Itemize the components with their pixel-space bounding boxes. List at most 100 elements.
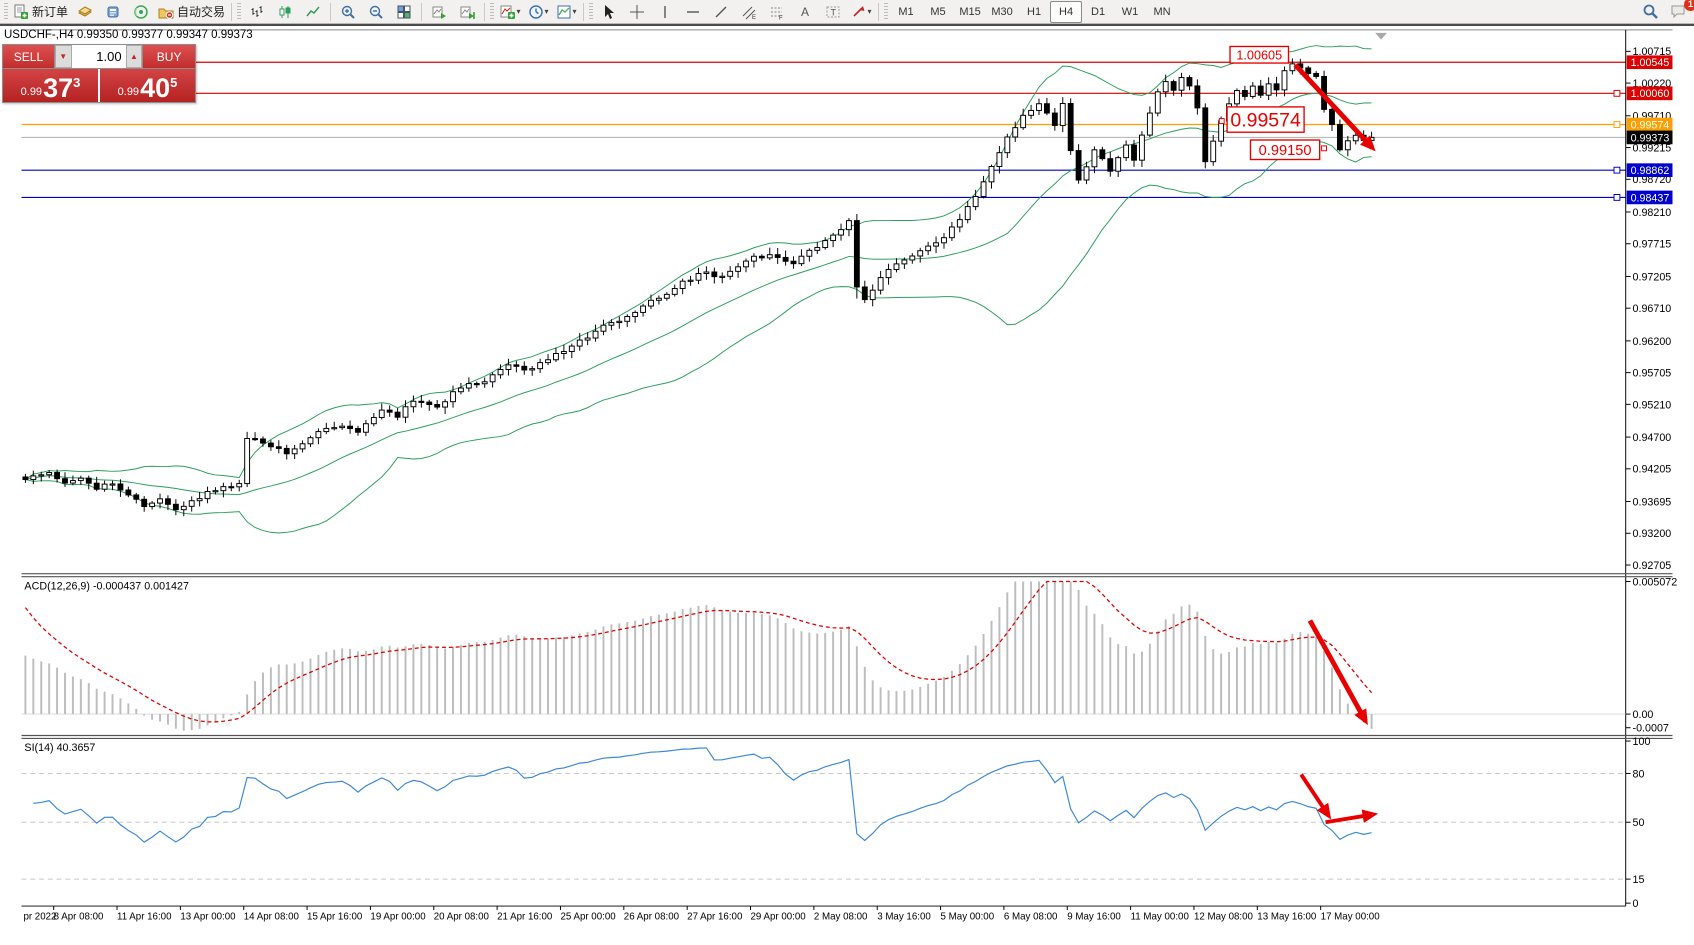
volume-input[interactable] xyxy=(71,45,126,68)
trendline-button[interactable] xyxy=(707,1,735,23)
arrows-icon xyxy=(852,5,865,17)
price-badge-label: 0.99574 xyxy=(1631,119,1670,131)
tab-timeframe-h1[interactable]: H1 xyxy=(1027,5,1042,18)
tab-timeframe-m15[interactable]: M15 xyxy=(959,5,981,18)
arrows-button[interactable]: ▾ xyxy=(847,1,875,23)
x-axis-label: 14 Apr 08:00 xyxy=(244,912,300,923)
market-watch-button[interactable] xyxy=(71,1,99,23)
bar-chart-button[interactable] xyxy=(243,1,271,23)
price-label-annotation-text: 0.99150 xyxy=(1259,143,1312,159)
price-badge xyxy=(1626,163,1673,177)
sell-button[interactable]: SELL xyxy=(3,45,55,68)
trendline-icon xyxy=(715,6,727,17)
chat-bubble-icon xyxy=(1671,5,1684,19)
volume-decrease-button[interactable]: ▼ xyxy=(54,45,72,68)
new-order-button[interactable]: 新订单 xyxy=(10,1,71,23)
horizontal-line-button[interactable] xyxy=(679,1,707,23)
y-axis-label: 1.00715 xyxy=(1633,46,1672,58)
x-axis-label: 9 May 16:00 xyxy=(1067,912,1121,923)
y-axis-label: 0.96200 xyxy=(1633,336,1672,348)
chart-canvas[interactable]: 1.007151.002200.997100.992150.987200.982… xyxy=(0,26,1694,945)
x-axis-label: 13 May 16:00 xyxy=(1257,912,1317,923)
search-button[interactable] xyxy=(1636,1,1664,23)
y-axis-label: 0.97715 xyxy=(1633,239,1672,251)
y-axis-label: 0.95210 xyxy=(1633,399,1672,411)
volume-increase-button[interactable]: ▲ xyxy=(125,45,143,68)
chart-shift-button[interactable] xyxy=(453,1,481,23)
data-window-icon xyxy=(107,6,119,17)
chart-window: USDCHF-,H4 0.99350 0.99377 0.99347 0.993… xyxy=(0,24,1694,945)
x-axis-label: 27 Apr 16:00 xyxy=(687,912,743,923)
periods-icon xyxy=(528,4,543,19)
y-axis-label: 0.92705 xyxy=(1633,560,1672,572)
y-axis-label: 0.97205 xyxy=(1633,271,1672,283)
x-axis-label: 21 Apr 16:00 xyxy=(497,912,553,923)
price-line-handle xyxy=(1613,194,1621,201)
tab-timeframe-h4[interactable]: H4 xyxy=(1050,0,1083,23)
templates-button[interactable]: ▾ xyxy=(552,1,580,23)
line-chart-button[interactable] xyxy=(299,1,327,23)
bar-chart-icon xyxy=(251,5,263,17)
y-axis-label: 0.93695 xyxy=(1633,496,1672,508)
rsi-axis-label: 100 xyxy=(1633,736,1651,748)
fibonacci-icon: F xyxy=(771,7,783,20)
bollinger-middle-band xyxy=(25,92,1372,496)
equidistant-channel-button[interactable]: E xyxy=(735,1,763,23)
signals-button[interactable] xyxy=(127,1,155,23)
trend-arrow-annotation xyxy=(1293,63,1376,152)
price-line-handle xyxy=(1613,121,1621,128)
indicators-icon xyxy=(500,5,515,19)
price-label-annotation-text: 1.00605 xyxy=(1236,48,1282,62)
crosshair-button[interactable] xyxy=(623,1,651,23)
candlestick-chart-button[interactable] xyxy=(271,1,299,23)
auto-trading-button[interactable]: 自动交易 xyxy=(155,1,228,23)
notifications-button[interactable]: 1 xyxy=(1664,0,1694,23)
data-window-button[interactable] xyxy=(99,1,127,23)
price-badge-label: 1.00060 xyxy=(1631,88,1670,100)
zoom-out-button[interactable] xyxy=(362,1,390,23)
x-axis-label: 5 May 00:00 xyxy=(941,912,995,923)
zoom-in-button[interactable] xyxy=(334,1,362,23)
tile-windows-button[interactable] xyxy=(390,1,418,23)
crosshair-icon xyxy=(630,4,645,19)
sell-price[interactable]: 0.99 37 3 xyxy=(3,69,100,102)
new-order-label: 新订单 xyxy=(32,5,69,19)
price-badge xyxy=(1626,130,1673,145)
rsi-axis-label: 50 xyxy=(1633,817,1645,829)
tab-timeframe-m5[interactable]: M5 xyxy=(930,5,946,18)
sell-price-sup: 3 xyxy=(73,75,81,90)
x-axis-label: 25 Apr 00:00 xyxy=(560,912,616,923)
text-label-icon: T xyxy=(826,6,840,17)
price-label-annotation-text: 0.99574 xyxy=(1230,110,1301,132)
tab-timeframe-m30[interactable]: M30 xyxy=(991,5,1013,18)
macd-histogram xyxy=(24,581,1373,731)
text-label-button[interactable]: T xyxy=(819,1,847,23)
y-axis-label: 0.95705 xyxy=(1633,368,1672,380)
zoom-in-icon xyxy=(341,5,355,19)
rsi-line xyxy=(33,747,1372,843)
periods-button[interactable]: ▾ xyxy=(524,1,552,23)
chart-shift-marker xyxy=(1375,32,1387,40)
tab-timeframe-d1[interactable]: D1 xyxy=(1091,5,1106,18)
annotation-handle xyxy=(1321,145,1327,152)
text-button[interactable]: A xyxy=(791,1,819,23)
buy-price[interactable]: 0.99 40 5 xyxy=(100,69,195,102)
svg-text:T: T xyxy=(831,7,837,17)
indicators-button[interactable]: ▾ xyxy=(496,1,524,23)
macd-indicator-label: ACD(12,26,9) -0.000437 0.001427 xyxy=(24,580,189,592)
buy-button[interactable]: BUY xyxy=(142,45,196,68)
auto-scroll-button[interactable] xyxy=(425,1,453,23)
toolbar-grip[interactable] xyxy=(4,2,8,21)
macd-axis-label: -0.0007 xyxy=(1633,723,1669,735)
price-badge xyxy=(1626,55,1673,70)
tab-timeframe-m1[interactable]: M1 xyxy=(898,5,914,18)
cursor-button[interactable] xyxy=(595,1,623,23)
fibonacci-button[interactable]: F xyxy=(763,1,791,23)
vertical-line-button[interactable] xyxy=(651,1,679,23)
price-label-annotation xyxy=(1249,139,1321,161)
tab-timeframe-mn[interactable]: MN xyxy=(1153,5,1171,18)
trend-arrow-annotation xyxy=(1325,809,1379,825)
price-badge xyxy=(1626,86,1673,101)
tab-timeframe-w1[interactable]: W1 xyxy=(1121,5,1139,18)
chart-shift-icon xyxy=(460,6,475,19)
